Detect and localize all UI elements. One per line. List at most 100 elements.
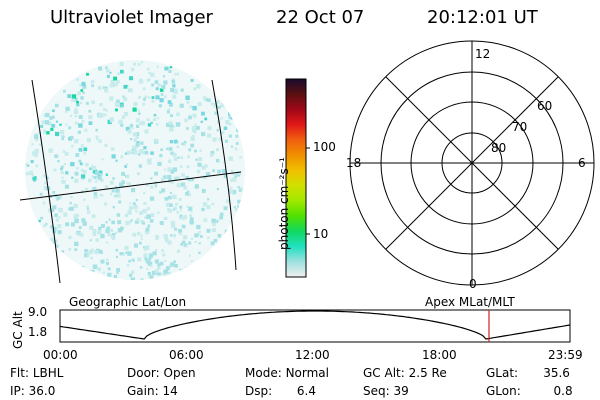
emission-pixel: [229, 190, 234, 194]
emission-pixel: [181, 182, 186, 187]
emission-pixel: [154, 138, 159, 143]
emission-pixel: [112, 206, 115, 209]
emission-pixel: [194, 233, 199, 238]
status-mode: Mode: Normal: [245, 366, 329, 380]
emission-pixel: [180, 156, 184, 159]
emission-pixel: [135, 135, 139, 139]
emission-pixel: [70, 114, 73, 117]
emission-pixel: [219, 212, 224, 217]
emission-pixel: [83, 151, 87, 155]
emission-pixel: [93, 193, 98, 199]
emission-pixel: [151, 99, 155, 103]
emission-pixel: [80, 89, 84, 92]
emission-pixel: [64, 184, 69, 189]
emission-pixel: [105, 221, 108, 224]
emission-pixel: [161, 249, 164, 252]
emission-pixel: [109, 192, 113, 196]
emission-pixel: [89, 225, 94, 230]
emission-pixel: [163, 175, 167, 179]
emission-pixel: [197, 233, 200, 236]
emission-pixel: [138, 112, 141, 115]
emission-pixel: [92, 232, 97, 236]
mlt-label-6: 6: [578, 156, 586, 170]
emission-pixel: [60, 165, 64, 169]
emission-pixel: [171, 223, 176, 228]
emission-pixel: [60, 167, 63, 171]
emission-pixel: [82, 91, 85, 95]
emission-pixel: [167, 108, 171, 111]
emission-pixel: [204, 164, 208, 168]
emission-pixel: [74, 121, 78, 125]
emission-pixel: [139, 266, 143, 269]
emission-pixel: [167, 167, 172, 172]
colorbar-scale: [285, 78, 307, 278]
emission-pixel: [135, 146, 138, 150]
emission-pixel: [211, 218, 216, 224]
emission-pixel: [43, 129, 46, 132]
emission-pixel: [65, 171, 69, 175]
emission-pixel: [179, 216, 183, 220]
emission-pixel: [173, 89, 178, 94]
emission-pixel: [97, 174, 101, 178]
emission-pixel: [186, 100, 190, 104]
emission-pixel: [128, 206, 133, 211]
emission-pixel: [149, 219, 154, 223]
emission-pixel: [124, 213, 129, 218]
emission-pixel: [178, 198, 182, 201]
emission-pixel: [110, 147, 115, 151]
emission-pixel: [52, 205, 57, 210]
emission-pixel: [180, 242, 184, 246]
polar-mlat-mlt-plot: [349, 40, 595, 286]
emission-pixel: [228, 134, 232, 138]
emission-pixel: [207, 126, 212, 131]
emission-pixel: [198, 230, 201, 234]
emission-pixel: [173, 235, 176, 238]
emission-pixel: [74, 171, 79, 176]
emission-pixel: [180, 88, 184, 92]
emission-pixel: [189, 220, 194, 225]
emission-pixel: [124, 245, 129, 251]
emission-pixel: [31, 174, 35, 178]
emission-pixel: [200, 120, 203, 123]
emission-pixel: [192, 106, 197, 111]
time-tick-0000: 00:00: [43, 348, 78, 362]
emission-pixel: [215, 158, 220, 163]
altitude-ytick-9: 9.0: [28, 305, 48, 319]
emission-pixel: [86, 72, 89, 76]
emission-pixel: [124, 111, 129, 117]
emission-pixel: [59, 129, 65, 135]
emission-pixel: [43, 224, 47, 228]
emission-pixel: [159, 98, 164, 103]
emission-pixel: [224, 229, 229, 234]
emission-pixel: [70, 195, 73, 199]
emission-pixel: [176, 145, 180, 149]
emission-pixel: [190, 178, 194, 182]
emission-pixel: [131, 67, 135, 72]
emission-pixel: [150, 72, 155, 77]
colorbar-tick-label-100: 100: [313, 140, 336, 154]
emission-pixel: [183, 185, 187, 190]
emission-pixel: [103, 202, 107, 206]
emission-pixel: [172, 208, 175, 211]
emission-pixel: [157, 266, 161, 270]
emission-pixel: [117, 72, 120, 75]
emission-pixel: [105, 109, 108, 112]
emission-pixel: [166, 122, 171, 127]
emission-pixel: [71, 94, 77, 99]
left-map-caption: Geographic Lat/Lon: [69, 295, 187, 309]
emission-pixel: [203, 175, 207, 180]
emission-pixel: [216, 129, 219, 132]
emission-pixel: [132, 232, 137, 237]
emission-pixel: [91, 165, 97, 171]
emission-pixel: [128, 182, 132, 185]
emission-pixel: [130, 123, 133, 127]
emission-pixel: [67, 94, 72, 98]
emission-pixel: [237, 204, 241, 208]
emission-pixel: [74, 107, 78, 111]
emission-pixel: [35, 164, 39, 168]
emission-pixel: [76, 78, 79, 81]
emission-pixel: [105, 86, 108, 89]
emission-pixel: [156, 65, 159, 68]
emission-pixel: [70, 222, 75, 227]
emission-pixel: [150, 185, 154, 189]
